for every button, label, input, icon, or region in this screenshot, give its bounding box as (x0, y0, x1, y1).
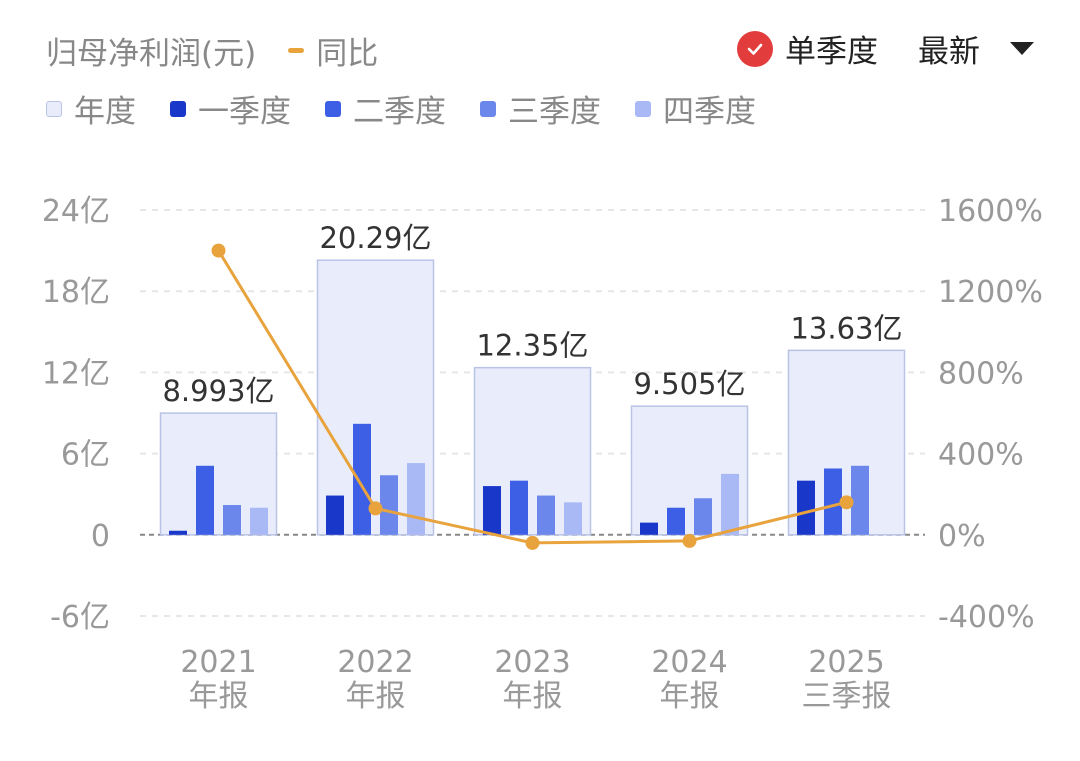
yoy-point (839, 495, 854, 510)
category-label-sub: 年报 (346, 679, 406, 714)
quarter-bar (510, 480, 528, 535)
left-tick-label: 24亿 (42, 194, 110, 229)
quarter-bar (169, 530, 187, 535)
left-tick-label: 0 (91, 519, 110, 554)
latest-label: 最新 (918, 34, 980, 70)
yoy-point (211, 243, 226, 258)
quarter-bar (380, 475, 398, 535)
annual-value-label: 9.505亿 (633, 367, 745, 401)
right-tick-label: -400% (938, 600, 1035, 635)
quarter-bar (326, 495, 344, 535)
legend-swatch-annual (46, 100, 62, 117)
right-tick-label: 1600% (938, 194, 1043, 229)
legend-swatch-q3 (480, 100, 496, 117)
legend-label-q3: 三季度 (508, 94, 601, 130)
category-label: 2025 (808, 645, 884, 680)
annual-value-label: 20.29亿 (319, 221, 431, 255)
legend-item-q2[interactable]: 二季度 (325, 86, 446, 131)
category-label-sub: 三季报 (802, 679, 892, 714)
annual-value-label: 12.35亿 (476, 329, 588, 363)
legend-item-annual[interactable]: 年度 (46, 86, 136, 131)
quarter-bar (564, 502, 582, 535)
left-tick-label: 18亿 (42, 275, 110, 310)
category-label: 2022 (337, 645, 413, 680)
single-quarter-toggle[interactable]: 单季度 (737, 26, 878, 71)
yoy-legend-label[interactable]: 同比 (316, 36, 379, 72)
quarter-bar (353, 423, 371, 535)
category-label: 2023 (494, 645, 570, 680)
chevron-down-icon (1010, 42, 1034, 55)
category-label: 2024 (651, 645, 727, 680)
quarter-bar (196, 465, 214, 535)
quarter-bar (721, 473, 739, 535)
yoy-legend-swatch (288, 48, 305, 53)
quarter-bar (537, 495, 555, 535)
quarter-bar (483, 486, 501, 535)
chart-header: 归母净利润(元) 同比 (46, 28, 378, 73)
quarter-bar (667, 507, 685, 535)
right-tick-label: 800% (938, 356, 1024, 391)
category-label: 2021 (180, 645, 256, 680)
quarter-bar (640, 522, 658, 535)
check-icon (737, 30, 773, 67)
left-tick-label: 12亿 (42, 356, 110, 391)
annual-value-label: 8.993亿 (162, 374, 274, 408)
quarter-bar (851, 465, 869, 535)
legend-item-q3[interactable]: 三季度 (480, 86, 601, 131)
quarter-bar (797, 480, 815, 535)
legend-label-q1: 一季度 (198, 94, 291, 130)
yoy-point (368, 501, 383, 516)
category-label-sub: 年报 (660, 679, 720, 714)
right-tick-label: 1200% (938, 275, 1043, 310)
right-tick-label: 400% (938, 438, 1024, 473)
quarter-bar (250, 507, 268, 535)
single-quarter-label: 单季度 (785, 34, 878, 70)
legend: 年度 一季度 二季度 三季度 四季度 (46, 86, 790, 131)
quarter-bar (223, 505, 241, 535)
legend-swatch-q4 (635, 100, 651, 117)
quarter-bar (824, 468, 842, 535)
left-tick-label: -6亿 (50, 600, 110, 635)
legend-item-q1[interactable]: 一季度 (170, 86, 291, 131)
left-tick-label: 6亿 (61, 438, 110, 473)
category-label-sub: 年报 (189, 679, 249, 714)
legend-label-q2: 二季度 (353, 94, 446, 130)
chart-controls: 单季度 最新 (737, 26, 1034, 71)
legend-label-annual: 年度 (74, 94, 136, 130)
yoy-point (682, 533, 697, 548)
quarter-bar (694, 498, 712, 535)
right-tick-label: 0% (938, 519, 986, 554)
chart-title: 归母净利润(元) (46, 36, 257, 72)
legend-swatch-q1 (170, 100, 186, 117)
yoy-point (525, 535, 540, 550)
legend-label-q4: 四季度 (663, 94, 756, 130)
legend-swatch-q2 (325, 100, 341, 117)
annual-value-label: 13.63亿 (790, 311, 902, 345)
legend-item-q4[interactable]: 四季度 (635, 86, 756, 131)
latest-dropdown[interactable]: 最新 (918, 26, 1034, 71)
category-label-sub: 年报 (503, 679, 563, 714)
quarter-bar (407, 463, 425, 535)
